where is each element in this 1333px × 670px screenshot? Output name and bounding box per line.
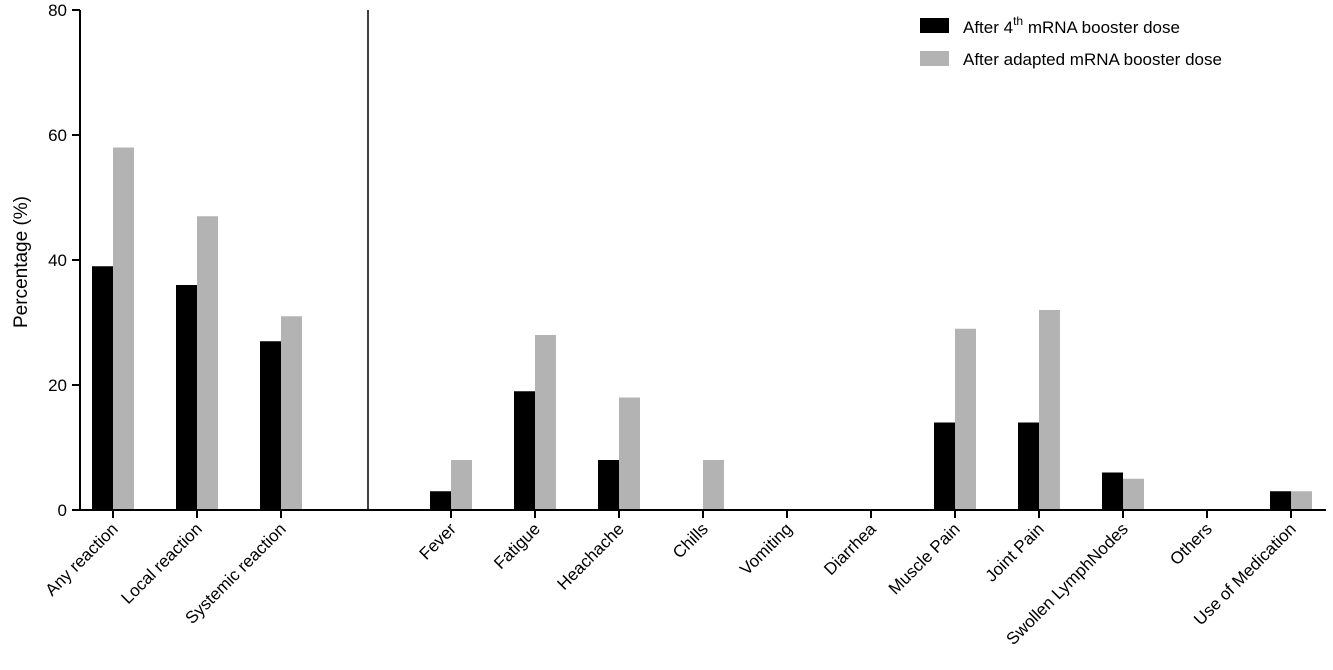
legend-label-series-2: After adapted mRNA booster dose [963, 50, 1222, 69]
y-tick-label: 0 [58, 501, 67, 520]
y-tick-label: 60 [48, 126, 67, 145]
bar-series-2 [1123, 478, 1144, 510]
bar-series-1 [430, 491, 451, 510]
y-ticks-layer: 0 20 40 60 80 [48, 1, 80, 520]
bar-series-2 [955, 328, 976, 510]
y-tick-label: 80 [48, 1, 67, 20]
bar-series-1 [92, 266, 113, 510]
x-category-label: Fatigue [490, 519, 544, 573]
legend-swatch-series-2 [920, 51, 949, 66]
bar-series-1 [514, 391, 535, 510]
x-category-label: Joint Pain [982, 519, 1048, 585]
y-tick-label: 40 [48, 251, 67, 270]
bar-series-1 [1102, 472, 1123, 510]
x-category-label: Fever [416, 519, 460, 563]
bar-series-2 [1039, 310, 1060, 510]
bar-series-2 [619, 397, 640, 510]
bar-series-2 [703, 460, 724, 510]
x-category-label: Local reaction [118, 519, 206, 607]
legend-label-series-1-main: After 4 [963, 18, 1013, 37]
x-category-label: Chills [669, 519, 712, 562]
bar-series-2 [451, 460, 472, 510]
bar-series-2 [197, 216, 218, 510]
bar-series-1 [1270, 491, 1291, 510]
x-category-label: Diarrhea [820, 519, 880, 579]
bar-series-2 [1291, 491, 1312, 510]
legend-swatch-series-1 [920, 18, 949, 33]
legend-label-series-1-rest: mRNA booster dose [1023, 18, 1180, 37]
legend: After 4th mRNA booster dose After adapte… [920, 14, 1222, 69]
bars-layer [92, 147, 1312, 510]
x-category-label: Vomiting [736, 519, 796, 579]
bar-series-2 [113, 147, 134, 510]
y-axis-title: Percentage (%) [11, 196, 32, 328]
x-category-label: Any reaction [42, 519, 122, 599]
bar-series-1 [598, 460, 619, 510]
x-category-label: Others [1166, 519, 1216, 569]
legend-label-series-1-sup: th [1013, 14, 1023, 28]
bar-series-1 [260, 341, 281, 510]
y-tick-label: 20 [48, 376, 67, 395]
bar-series-1 [1018, 422, 1039, 510]
x-category-label: Heachache [554, 519, 628, 593]
bar-series-2 [281, 316, 302, 510]
bar-series-1 [934, 422, 955, 510]
legend-label-series-1: After 4th mRNA booster dose [963, 14, 1180, 37]
bar-series-1 [176, 285, 197, 510]
x-category-label: Muscle Pain [885, 519, 964, 598]
bar-series-2 [535, 335, 556, 510]
